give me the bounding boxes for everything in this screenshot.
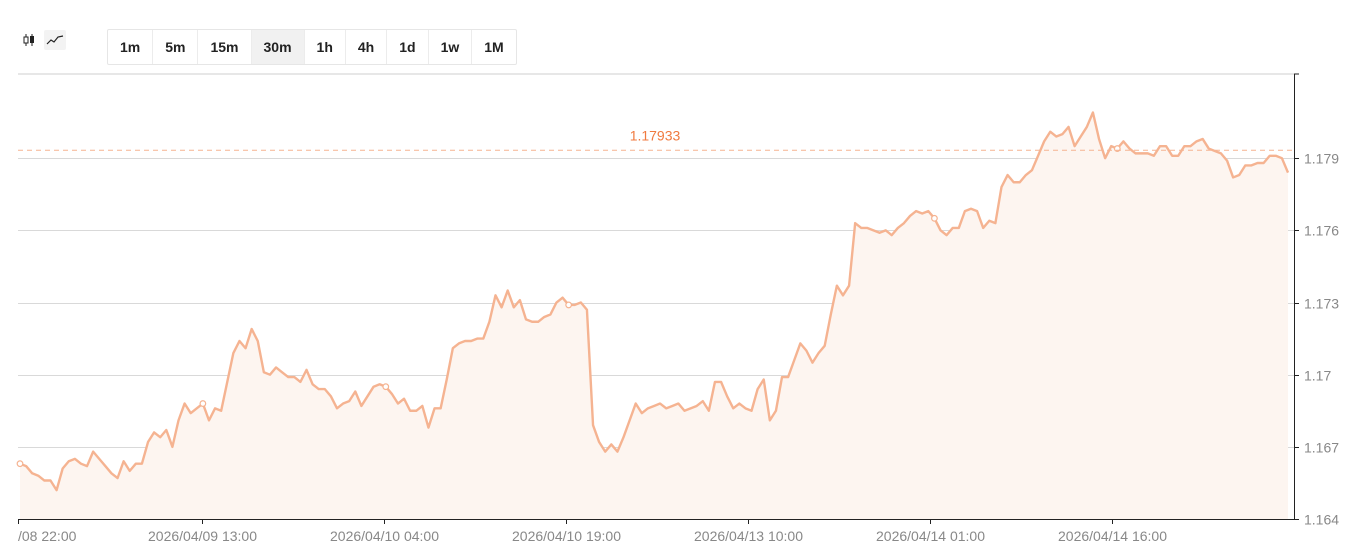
- y-tick-label: 1.164: [1304, 512, 1339, 528]
- x-tick-label: 2026/04/14 01:00: [876, 528, 985, 544]
- point-marker: [382, 383, 390, 391]
- point-marker: [199, 400, 207, 407]
- axes: [18, 74, 1295, 520]
- timeframe-1m-button[interactable]: 1m: [108, 30, 154, 64]
- y-axis-ticks: 1.164 1.167 1.17 1.173 1.176 1.179: [1294, 73, 1339, 528]
- y-tick-label: 1.173: [1304, 296, 1339, 312]
- reference-price-label: 1.17933: [630, 127, 681, 143]
- chart-type-toggle: [18, 30, 66, 50]
- x-tick-label: 2026/04/14 16:00: [1058, 528, 1167, 544]
- point-marker: [565, 301, 573, 309]
- candlestick-icon[interactable]: [18, 30, 40, 50]
- x-tick-label: 2026/04/13 10:00: [694, 528, 803, 544]
- point-marker: [16, 460, 24, 468]
- x-tick-label: 2026/04/09 13:00: [148, 528, 257, 544]
- timeframe-15m-button[interactable]: 15m: [198, 30, 252, 64]
- y-tick-label: 1.17: [1304, 368, 1331, 384]
- x-tick-label: 2026/04/10 19:00: [512, 528, 621, 544]
- timeframe-30m-button[interactable]: 30m: [251, 30, 305, 64]
- timeframe-1w-button[interactable]: 1w: [429, 30, 473, 64]
- timeframe-selector: 1m 5m 15m 30m 1h 4h 1d 1w 1M: [107, 29, 517, 65]
- point-marker: [931, 214, 938, 222]
- timeframe-1d-button[interactable]: 1d: [387, 30, 429, 64]
- x-tick-label: /08 22:00: [18, 528, 77, 544]
- price-area-fill: [20, 112, 1288, 520]
- timeframe-1m-month-button[interactable]: 1M: [484, 39, 504, 55]
- timeframe-5m-button[interactable]: 5m: [153, 30, 199, 64]
- line-chart-icon[interactable]: [44, 30, 66, 50]
- timeframe-1h-button[interactable]: 1h: [305, 30, 346, 64]
- y-tick-label: 1.167: [1304, 440, 1339, 456]
- y-tick-label: 1.179: [1304, 151, 1339, 167]
- timeframe-4h-button[interactable]: 4h: [346, 30, 388, 64]
- y-tick-label: 1.176: [1304, 223, 1339, 239]
- x-tick-label: 2026/04/10 04:00: [330, 528, 439, 544]
- price-line: [19, 111, 1290, 492]
- x-axis-ticks: /08 22:00 2026/04/09 13:00 2026/04/10 04:0…: [18, 519, 1167, 544]
- point-markers: [16, 145, 1121, 468]
